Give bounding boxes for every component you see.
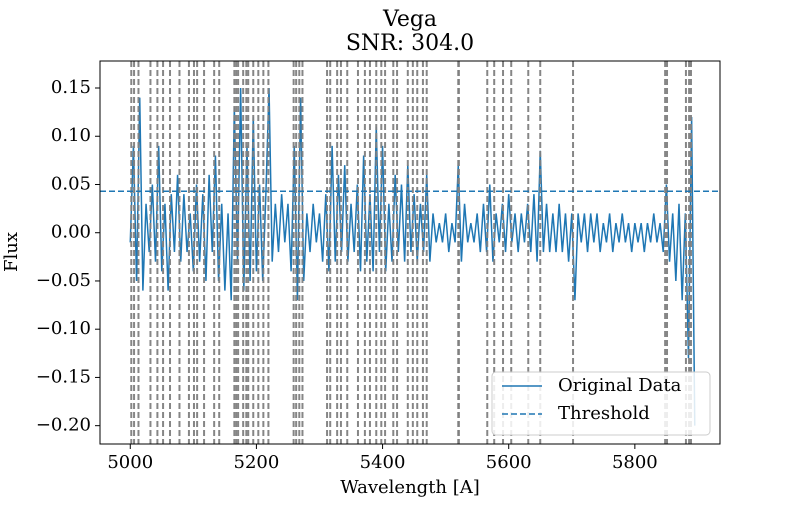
y-tick-label: −0.20 xyxy=(36,415,91,436)
x-tick-label: 5200 xyxy=(234,452,280,473)
x-tick-label: 5000 xyxy=(107,452,153,473)
y-tick-label: −0.10 xyxy=(36,318,91,339)
y-tick-label: 0.10 xyxy=(51,125,91,146)
legend-label: Original Data xyxy=(558,375,682,396)
y-tick-label: 0.05 xyxy=(51,173,91,194)
y-tick-label: 0.00 xyxy=(51,222,91,243)
legend-box xyxy=(491,371,711,436)
y-tick-label: 0.15 xyxy=(51,77,91,98)
x-tick-label: 5800 xyxy=(612,452,658,473)
y-tick-label: −0.05 xyxy=(36,270,91,291)
plot-frame xyxy=(99,60,721,445)
chart-title: Vega xyxy=(382,7,437,32)
x-tick-label: 5400 xyxy=(360,452,406,473)
y-axis-label: Flux xyxy=(1,232,22,272)
legend-label: Threshold xyxy=(558,403,650,424)
x-axis-label: Wavelength [A] xyxy=(340,477,480,498)
chart-subtitle: SNR: 304.0 xyxy=(346,31,474,56)
y-tick-label: −0.15 xyxy=(36,366,91,387)
x-tick-label: 5600 xyxy=(486,452,532,473)
